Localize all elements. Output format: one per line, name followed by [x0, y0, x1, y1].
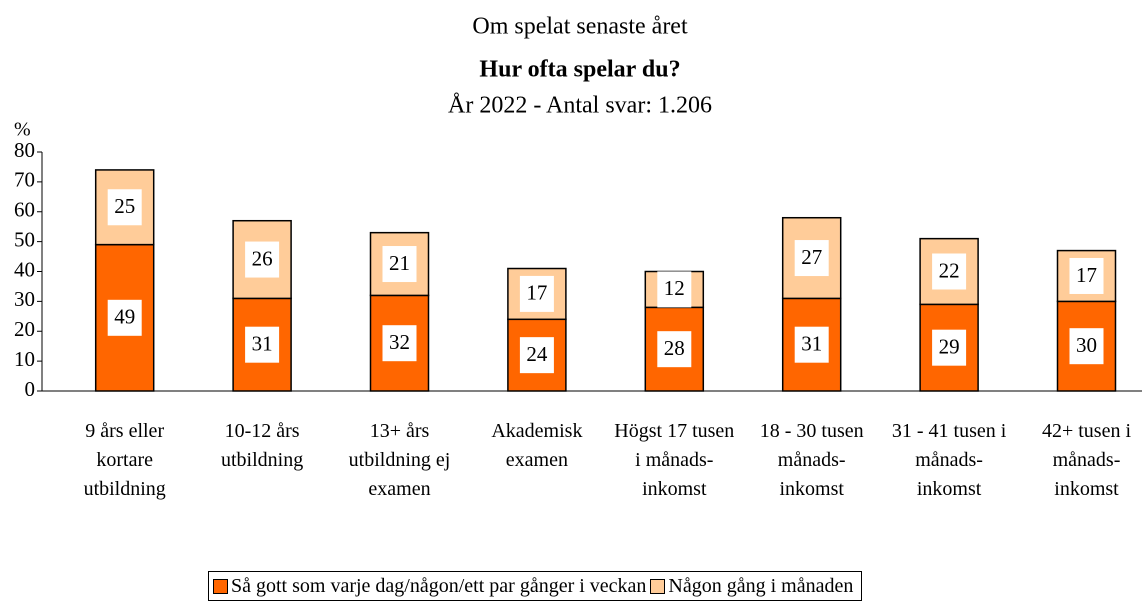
y-tick-label: 60	[14, 198, 35, 222]
legend-swatch	[213, 578, 228, 594]
value-label: 29	[939, 334, 960, 358]
value-label: 30	[1076, 333, 1097, 357]
value-label-box	[657, 271, 692, 308]
value-label: 17	[526, 281, 547, 305]
value-label-box	[794, 326, 829, 363]
value-label-box	[1069, 257, 1104, 294]
value-label: 28	[664, 336, 685, 360]
x-tick-label: 42+ tusen i månads-inkomst	[1041, 420, 1132, 500]
y-tick-label: 80	[14, 138, 35, 162]
value-label-box	[519, 337, 554, 374]
chart-subtitle2: År 2022 - Antal svar: 1.206	[448, 93, 712, 119]
chart-title: Om spelat senaste året	[472, 14, 688, 40]
y-tick-label: 0	[25, 377, 36, 401]
value-label: 31	[252, 332, 273, 356]
value-label-box	[657, 331, 692, 368]
legend-label: Någon gång i månaden	[668, 574, 854, 597]
y-tick-label: 30	[14, 287, 35, 311]
value-label: 25	[114, 194, 135, 218]
value-label-box	[245, 326, 280, 363]
x-tick-label: 9 års eller kortare utbildning	[83, 420, 166, 500]
value-label-box	[932, 329, 967, 366]
value-label: 49	[114, 305, 135, 329]
legend-item: Så gott som varje dag/någon/ett par gång…	[213, 575, 646, 598]
y-axis-label: %	[14, 119, 31, 141]
value-label-box	[107, 189, 142, 226]
y-tick-label: 70	[14, 168, 35, 192]
value-label-box	[107, 299, 142, 336]
x-tick-label: 31 - 41 tusen i månads-inkomst	[891, 420, 1007, 500]
legend-item: Någon gång i månaden	[650, 575, 853, 598]
x-tick-label: Högst 17 tusen i månads-inkomst	[614, 420, 735, 500]
value-label: 24	[526, 342, 548, 366]
y-tick-label: 10	[14, 347, 35, 371]
x-tick-label: Akademisk examen	[491, 420, 583, 471]
legend: Så gott som varje dag/någon/ett par gång…	[208, 571, 863, 601]
y-tick-label: 40	[14, 257, 35, 281]
legend-label: Så gott som varje dag/någon/ett par gång…	[231, 574, 647, 597]
value-label-box	[794, 240, 829, 277]
x-tick-label: 10-12 års utbildning	[220, 420, 304, 471]
value-label: 21	[389, 251, 410, 275]
value-label: 32	[389, 330, 410, 354]
y-tick-label: 50	[14, 227, 35, 251]
chart-subtitle: Hur ofta spelar du?	[479, 57, 680, 83]
value-label-box	[1069, 328, 1104, 365]
value-label-box	[382, 325, 417, 362]
value-label: 27	[801, 245, 822, 269]
value-label: 26	[252, 246, 273, 270]
value-label-box	[932, 253, 967, 290]
value-label: 22	[939, 258, 960, 282]
x-tick-label: 13+ års utbildning ej examen	[348, 420, 451, 500]
value-label-box	[245, 241, 280, 278]
legend-swatch	[650, 578, 666, 594]
value-label: 12	[664, 276, 685, 300]
x-tick-label: 18 - 30 tusen månads-inkomst	[759, 420, 864, 500]
value-label: 31	[801, 332, 822, 356]
value-label-box	[519, 275, 554, 312]
value-label: 17	[1076, 263, 1097, 287]
value-label-box	[382, 246, 417, 283]
y-tick-label: 20	[14, 317, 35, 341]
